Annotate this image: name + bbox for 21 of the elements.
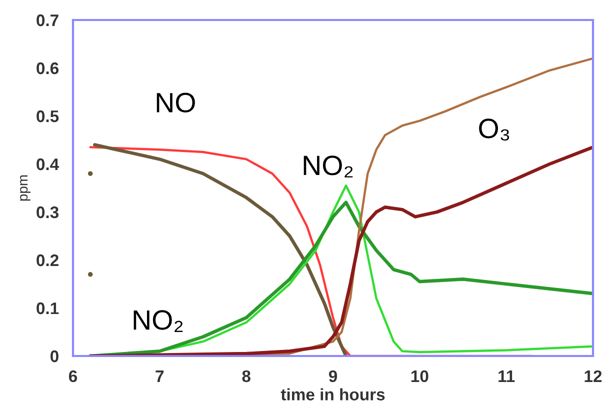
annotation: NO — [156, 92, 195, 112]
x-tick-label: 9 — [328, 370, 338, 382]
annotation: NO₂ — [304, 156, 353, 178]
y-tick-label: 0.1 — [36, 302, 59, 314]
x-tick-label: 8 — [242, 370, 250, 382]
y-tick-label: 0.6 — [36, 62, 59, 74]
y-axis-title: ppm — [20, 175, 30, 201]
x-tick-label: 7 — [156, 370, 164, 382]
y-tick-label: 0.3 — [36, 206, 59, 218]
x-tick-label: 6 — [68, 370, 78, 382]
x-axis-title: time in hours — [280, 388, 385, 400]
y-tick-label: 0.7 — [36, 14, 58, 26]
y-tick-label: 0.2 — [36, 254, 58, 266]
annotation: NO₂ — [134, 310, 183, 332]
annotation: O₃ — [479, 118, 510, 141]
x-tick-label: 11 — [498, 370, 515, 382]
x-tick-label: 12 — [584, 370, 602, 382]
y-tick-label: 0.5 — [36, 110, 59, 122]
y-tick-label: 0 — [50, 350, 58, 362]
y-tick-label: 0.4 — [36, 158, 60, 170]
x-tick-label: 10 — [411, 370, 428, 382]
